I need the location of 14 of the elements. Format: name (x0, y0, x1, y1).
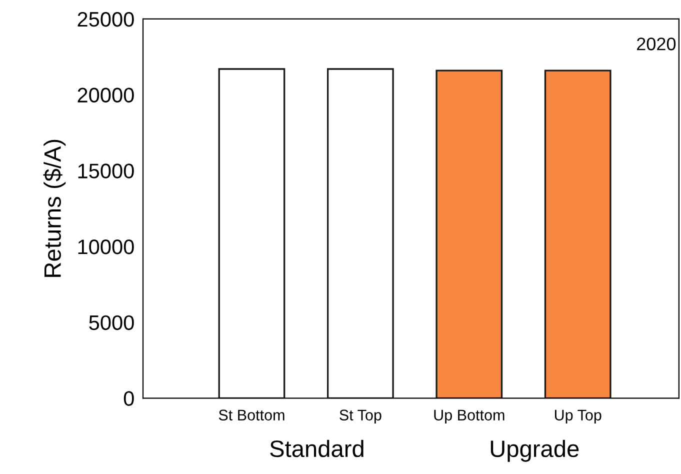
y-tick-label: 15000 (78, 164, 134, 178)
text: Standard (270, 440, 364, 458)
x-tick-label: St Top (340, 410, 382, 424)
y-tick-label: 0 (124, 391, 134, 406)
text: Upgrade (490, 440, 579, 462)
y-tick-label: 10000 (78, 239, 134, 254)
x-tick-label: Up Top (554, 410, 602, 424)
y-tick-label: 20000 (78, 88, 134, 103)
y-axis-title: Returns ($/A) (43, 140, 66, 277)
y-tick-label: 25000 (78, 12, 134, 27)
annotation: 2020 (637, 38, 676, 50)
y-tick-label: 5000 (89, 315, 134, 330)
x-tick-label: Up Bottom (434, 410, 504, 424)
x-tick-label: St Bottom (218, 410, 284, 420)
